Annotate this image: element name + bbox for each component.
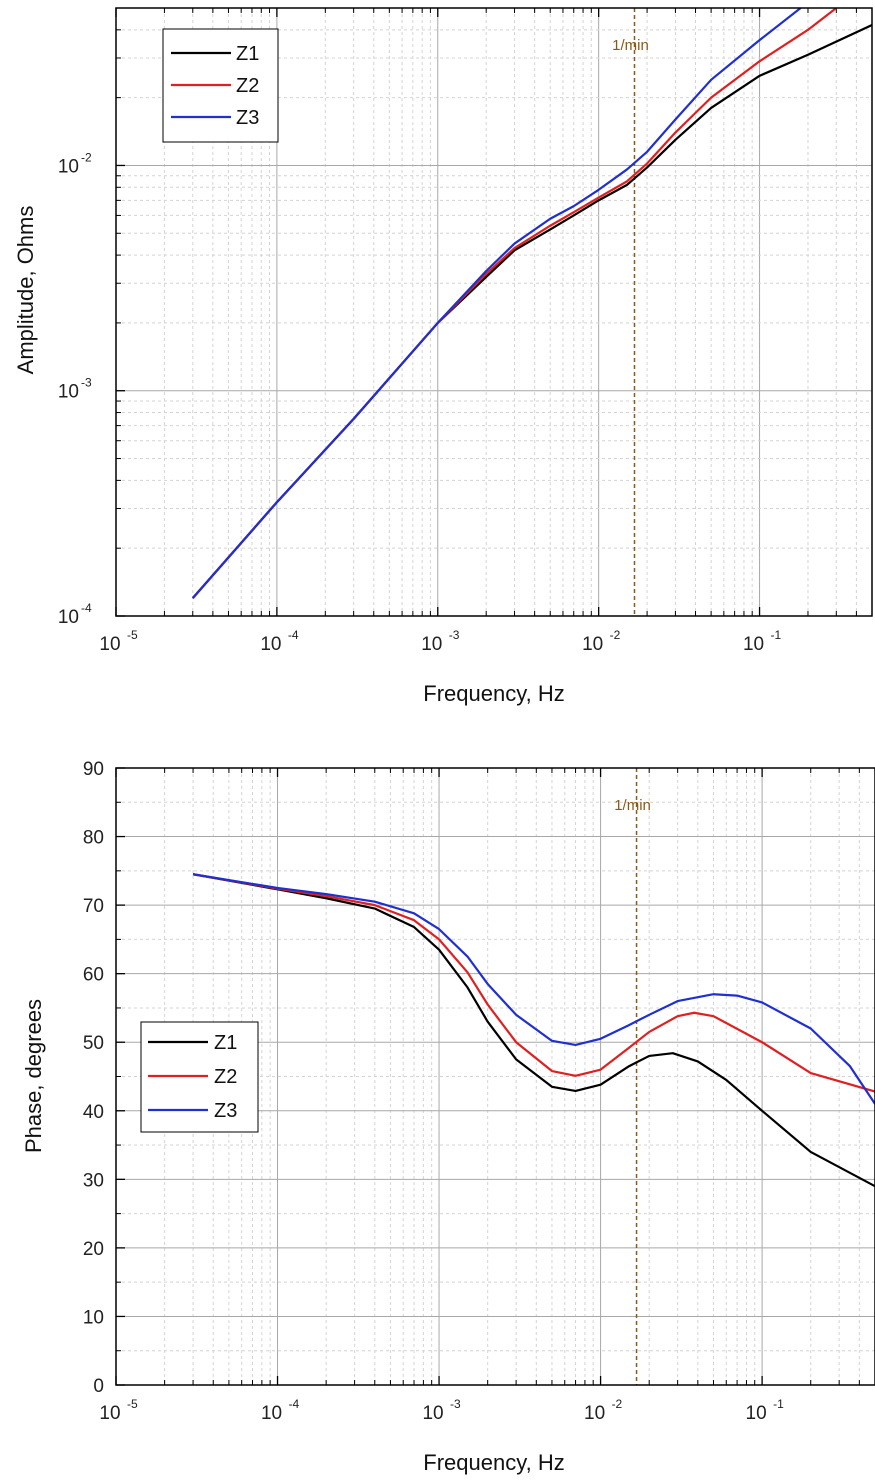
legend-label-z1: Z1 <box>214 1032 237 1054</box>
legend-label-z3: Z3 <box>214 1100 237 1122</box>
x-tick-exponent: -1 <box>771 628 782 642</box>
tick-marks <box>115 7 873 617</box>
amplitude-chart: 1/min 10 -5 10 -4 10 -3 10 -2 10 -1 10-410-310-2 … <box>13 7 873 706</box>
y-tick-label: 50 <box>83 1033 104 1054</box>
x-tick-label: 10 <box>582 634 603 655</box>
y-tick-exponent: -3 <box>81 376 92 390</box>
legend-label-z2: Z2 <box>214 1066 237 1088</box>
series-lines <box>191 8 872 599</box>
legend-label-z1: Z1 <box>236 43 259 65</box>
y-tick-label: 10 <box>58 156 79 177</box>
grid <box>115 7 873 617</box>
y-axis-title: Phase, degrees <box>21 999 46 1153</box>
x-axis-title: Frequency, Hz <box>423 1450 564 1475</box>
x-tick-label: 10 <box>260 634 281 655</box>
y-tick-label: 80 <box>83 828 104 849</box>
y-tick-labels: 0 10 20 30 40 50 60 70 80 90 <box>83 759 104 1397</box>
x-tick-labels: 10 -5 10 -4 10 -3 10 -2 10 -1 <box>99 628 781 655</box>
reference-marker: 1/min <box>612 8 649 616</box>
legend: Z1 Z2 Z3 <box>140 1021 259 1133</box>
plot-frame <box>115 7 873 617</box>
x-tick-exponent: -3 <box>449 628 460 642</box>
y-tick-label: 40 <box>83 1102 104 1123</box>
y-tick-label: 30 <box>83 1170 104 1191</box>
series-line-z1 <box>192 873 875 1188</box>
x-tick-exponent: -5 <box>127 628 138 642</box>
y-tick-labels: 10-410-310-2 <box>58 150 92 628</box>
phase-chart: 1/min 10 -5 10 -4 10 -3 10 -2 10 -1 0 10 20 30 40 50 60… <box>21 759 875 1475</box>
x-tick-exponent: -3 <box>450 1397 461 1411</box>
x-tick-label: 10 <box>743 634 764 655</box>
series-line-z3 <box>191 8 802 599</box>
marker-label: 1/min <box>612 37 649 54</box>
y-tick-label: 10 <box>83 1307 104 1328</box>
x-tick-exponent: -1 <box>773 1397 784 1411</box>
legend-label-z2: Z2 <box>236 75 259 97</box>
y-tick-label: 10 <box>58 607 79 628</box>
y-axis-title: Amplitude, Ohms <box>13 206 38 375</box>
x-tick-label: 10 <box>261 1403 282 1424</box>
x-axis-title: Frequency, Hz <box>423 681 564 706</box>
x-tick-exponent: -4 <box>288 628 299 642</box>
x-tick-exponent: -2 <box>612 1397 623 1411</box>
marker-label: 1/min <box>614 797 651 814</box>
y-tick-label: 0 <box>93 1376 104 1397</box>
series-lines <box>192 873 875 1188</box>
x-tick-label: 10 <box>584 1403 605 1424</box>
series-line-z2 <box>192 873 875 1093</box>
x-tick-exponent: -5 <box>127 1397 138 1411</box>
x-tick-label: 10 <box>99 1403 120 1424</box>
reference-marker: 1/min <box>614 768 651 1385</box>
x-tick-label: 10 <box>99 634 120 655</box>
x-tick-label: 10 <box>422 1403 443 1424</box>
y-tick-label: 60 <box>83 965 104 986</box>
legend: Z1 Z2 Z3 <box>162 28 279 143</box>
y-tick-label: 90 <box>83 759 104 780</box>
legend-label-z3: Z3 <box>236 107 259 129</box>
x-tick-label: 10 <box>746 1403 767 1424</box>
x-tick-label: 10 <box>421 634 442 655</box>
x-tick-labels: 10 -5 10 -4 10 -3 10 -2 10 -1 <box>99 1397 784 1424</box>
x-tick-exponent: -2 <box>610 628 621 642</box>
y-tick-exponent: -2 <box>81 150 92 164</box>
x-tick-exponent: -4 <box>289 1397 300 1411</box>
series-line-z3 <box>192 873 875 1105</box>
y-tick-exponent: -4 <box>81 601 92 615</box>
y-tick-label: 20 <box>83 1239 104 1260</box>
y-tick-label: 10 <box>58 382 79 403</box>
tick-marks <box>115 767 875 1386</box>
plot-frame <box>115 767 875 1386</box>
y-tick-label: 70 <box>83 896 104 917</box>
